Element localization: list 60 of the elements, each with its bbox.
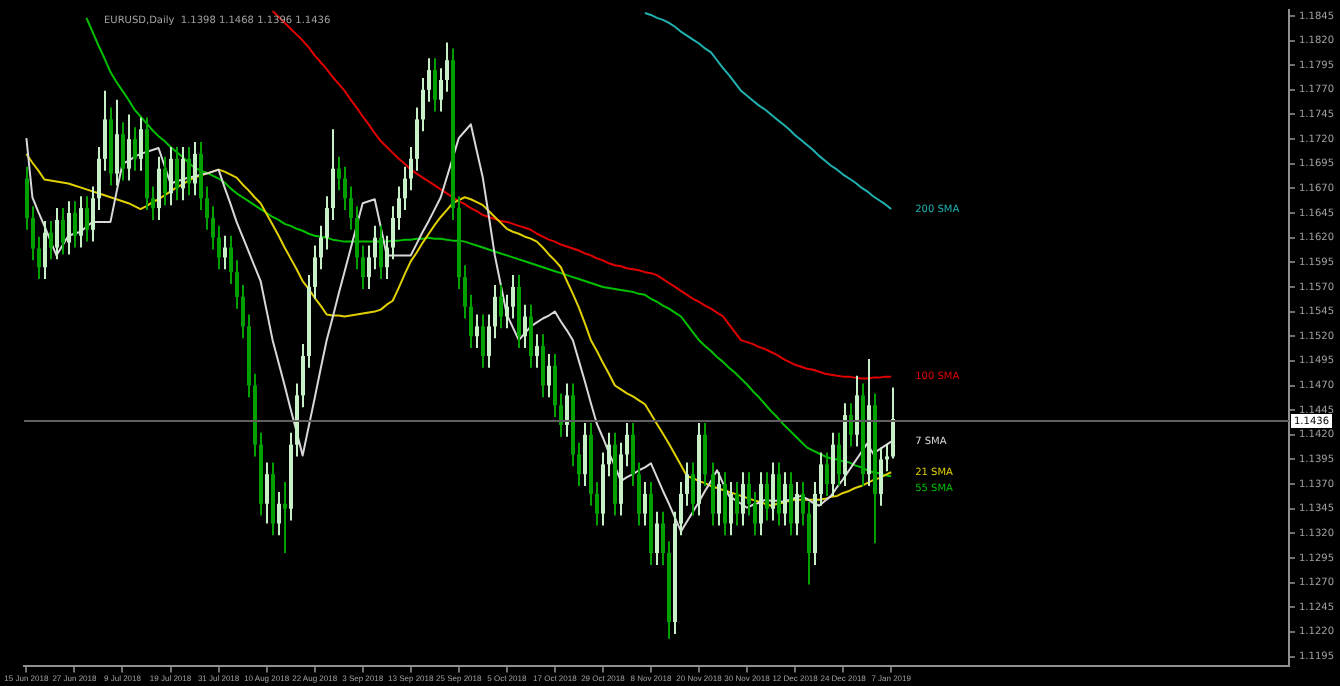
candlestick — [475, 313, 479, 350]
candlestick — [855, 374, 859, 448]
candlestick — [849, 402, 853, 448]
candlestick — [85, 195, 89, 243]
candlestick — [771, 461, 775, 522]
candlestick — [691, 461, 695, 517]
candlestick — [55, 207, 59, 261]
candlestick — [765, 471, 769, 522]
candlestick — [711, 461, 715, 527]
candlestick — [783, 471, 787, 527]
candlestick — [43, 219, 47, 281]
candlestick — [499, 283, 503, 330]
candlestick — [837, 431, 841, 488]
candlestick — [529, 303, 533, 369]
candlestick — [547, 352, 551, 399]
candlestick — [795, 481, 799, 537]
candlestick — [735, 481, 739, 527]
candlestick — [643, 481, 647, 527]
candlestick — [163, 155, 167, 207]
candlestick — [777, 461, 781, 527]
candlestick — [825, 451, 829, 497]
candlestick — [157, 155, 161, 221]
candlestick — [831, 431, 835, 497]
candlestick — [481, 313, 485, 369]
candlestick — [283, 481, 287, 555]
candlestick — [703, 421, 707, 488]
candlestick — [139, 116, 143, 172]
candlestick — [433, 57, 437, 113]
candlestick — [127, 113, 131, 182]
candlestick — [583, 421, 587, 488]
candlestick — [729, 481, 733, 537]
candlestick — [79, 195, 83, 249]
candlestick — [49, 219, 53, 261]
candlestick — [741, 471, 745, 527]
candlestick — [121, 121, 125, 182]
candlestick — [717, 471, 721, 527]
candlestick — [759, 471, 763, 537]
candlestick — [67, 200, 71, 256]
candlestick — [115, 98, 119, 187]
candlestick — [565, 382, 569, 438]
candlestick — [73, 200, 77, 249]
candlestick — [723, 471, 727, 537]
candlestick — [265, 461, 269, 525]
candlestick — [277, 490, 281, 537]
candlestick — [879, 446, 883, 507]
candlestick — [541, 333, 545, 399]
candlestick — [511, 274, 515, 320]
candlestick — [193, 141, 197, 197]
candlestick — [789, 471, 793, 537]
candlestick — [379, 224, 383, 281]
candlestick — [133, 126, 137, 172]
candlestick — [187, 146, 191, 197]
candlestick — [223, 234, 227, 271]
candlestick — [655, 510, 659, 566]
candlestick — [169, 146, 173, 207]
candlestick — [61, 207, 65, 256]
candlestick — [535, 333, 539, 369]
candlestick — [175, 146, 179, 202]
candlestick — [181, 146, 185, 202]
candlestick — [523, 303, 527, 350]
